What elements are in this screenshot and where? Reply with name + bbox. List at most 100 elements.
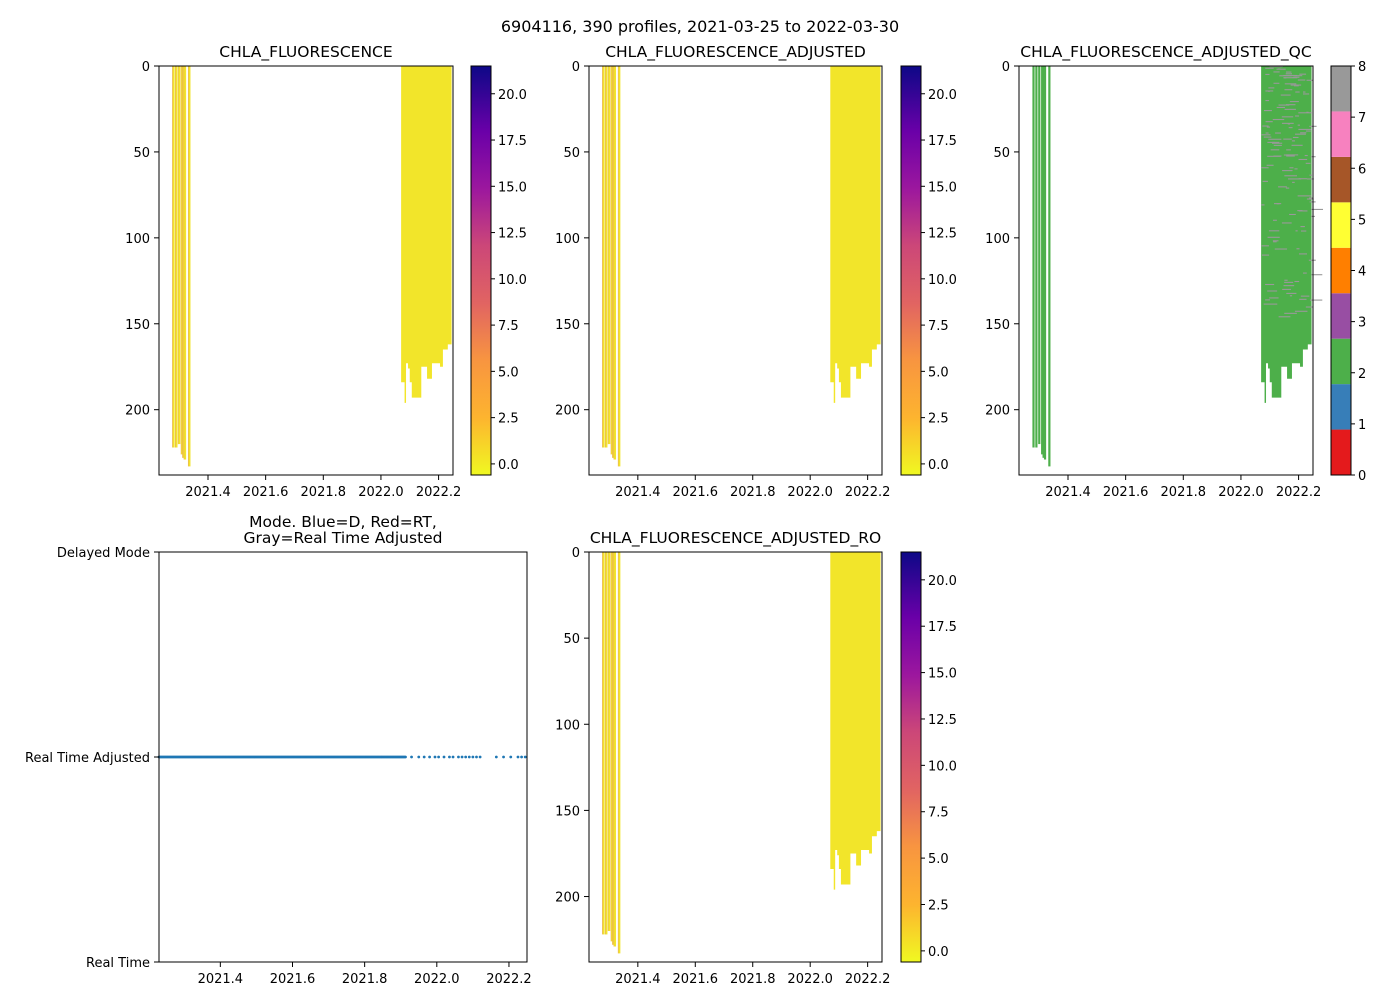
- qc-flag-mark: [1272, 118, 1285, 121]
- qc-flag-mark: [1273, 241, 1277, 243]
- mode-point: [442, 755, 446, 759]
- qc-flag-mark: [1305, 306, 1313, 308]
- qc-flag-mark: [1300, 226, 1305, 228]
- qc-flag-mark: [1266, 164, 1274, 166]
- y-tick-label: 100: [555, 232, 580, 247]
- qc-flag-mark: [1265, 67, 1274, 69]
- colorbar-tick-label: 2.5: [928, 412, 949, 427]
- profile-column: [1035, 66, 1038, 448]
- y-tick-label: 50: [563, 632, 580, 647]
- qc-flag-mark: [1272, 219, 1277, 221]
- qc-flag-mark: [1306, 79, 1314, 81]
- qc-flag-mark: [1284, 312, 1297, 314]
- qc-flag-mark: [1303, 91, 1306, 93]
- colorbar-tick-label: 20.0: [928, 88, 957, 103]
- qc-flag-mark: [1283, 74, 1297, 77]
- colorbar-tick-label: 10.0: [498, 273, 527, 288]
- x-tick-label: 2022.0: [1218, 485, 1264, 500]
- colorbar-tick-label: 17.5: [498, 134, 527, 149]
- qc-flag-mark: [1309, 174, 1312, 176]
- profile-column: [612, 66, 615, 458]
- qc-flag-mark: [1261, 167, 1269, 169]
- colorbar-gradient: [471, 66, 491, 475]
- x-tick-label: 2021.8: [342, 972, 388, 987]
- profile-column: [1048, 66, 1051, 467]
- qc-flag-mark: [1286, 155, 1295, 157]
- colorbar-tick-label: 20.0: [498, 88, 527, 103]
- qc-flag-mark: [1273, 82, 1280, 84]
- colorbar-segment: [1331, 384, 1351, 430]
- qc-flag-mark: [1278, 316, 1291, 318]
- qc-flag-mark: [1298, 210, 1308, 212]
- qc-flag-mark: [1278, 104, 1290, 106]
- colorbar-tick-label: 2.5: [498, 412, 519, 427]
- qc-flag-mark: [1281, 122, 1294, 124]
- profile-column: [172, 66, 175, 448]
- x-tick-label: 2021.4: [185, 485, 231, 500]
- colorbar-tick-label: 17.5: [928, 620, 957, 635]
- colorbar-tick-label: 0.0: [498, 458, 519, 473]
- qc-flag-mark: [1262, 125, 1269, 127]
- qc-flag-mark: [1291, 144, 1303, 146]
- qc-flag-mark: [1302, 93, 1310, 95]
- x-tick-label: 2021.8: [1161, 485, 1207, 500]
- qc-flag-mark: [1295, 230, 1298, 232]
- colorbar-tick-label: 6: [1358, 162, 1366, 177]
- qc-flag-mark: [1294, 168, 1298, 170]
- colorbar-segment: [1331, 293, 1351, 339]
- colorbar-tick-label: 0.0: [928, 945, 949, 960]
- y-tick-label: 200: [555, 891, 580, 906]
- profile-column: [613, 552, 617, 947]
- colorbar-segment: [1331, 247, 1351, 294]
- qc-flag-mark: [1305, 162, 1311, 164]
- x-tick-label: 2021.6: [243, 485, 289, 500]
- plot-frame: [588, 551, 883, 963]
- mode-point: [516, 755, 520, 759]
- profile-column: [605, 66, 608, 448]
- qc-flag-mark: [1304, 154, 1308, 157]
- y-tick-label: 100: [985, 232, 1010, 247]
- qc-flag-mark: [1268, 230, 1280, 232]
- qc-flag-mark: [1308, 259, 1316, 261]
- qc-flag-mark: [1278, 186, 1287, 188]
- qc-flag-mark: [1290, 84, 1302, 86]
- qc-flag-mark: [1287, 123, 1290, 125]
- qc-flag-mark: [1283, 138, 1292, 140]
- colorbar-tick-label: 7.5: [498, 319, 519, 334]
- colorbar-segment: [1331, 66, 1351, 112]
- y-tick-label: 150: [555, 318, 580, 333]
- qc-flag-mark: [1276, 106, 1285, 109]
- qc-flag-mark: [1263, 303, 1278, 305]
- qc-flag-mark: [1295, 115, 1300, 117]
- y-tick-label: 0: [1002, 60, 1010, 75]
- y-tick-label: 0: [572, 60, 580, 75]
- colorbar-tick-label: 5: [1358, 213, 1366, 228]
- profile-column: [602, 552, 605, 935]
- x-tick-label: 2022.2: [845, 485, 891, 500]
- colorbar-tick-label: 5.0: [498, 365, 519, 380]
- y-tick-label: 50: [993, 146, 1010, 161]
- colorbar-tick-label: 15.0: [928, 180, 957, 195]
- chart-title: CHLA_FLUORESCENCE: [219, 43, 392, 62]
- x-tick-label: 2021.4: [615, 485, 661, 500]
- plot-frame: [588, 65, 883, 476]
- y-tick-label: Real Time Adjusted: [25, 751, 150, 766]
- chart-chla: CHLA_FLUORESCENCE 2021.4 2021.6 2021.8 2022.…: [125, 43, 527, 500]
- qc-flag-mark: [1289, 213, 1296, 216]
- qc-flag-mark: [1280, 94, 1291, 96]
- qc-flag-mark: [1311, 274, 1323, 276]
- colorbar-frame: [900, 65, 922, 476]
- qc-flag-mark: [1292, 136, 1299, 139]
- colorbar-segment: [1331, 111, 1351, 157]
- qc-flag-mark: [1272, 240, 1279, 242]
- y-tick-label: 50: [563, 146, 580, 161]
- profile-column: [605, 552, 608, 935]
- qc-flag-mark: [1283, 154, 1290, 156]
- y-tick-label: 0: [142, 60, 150, 75]
- mode-point: [502, 755, 505, 759]
- mode-point: [509, 755, 513, 759]
- figure-suptitle: 6904116, 390 profiles, 2021-03-25 to 202…: [501, 17, 899, 36]
- chart-chla-adj: CHLA_FLUORESCENCE_ADJUSTED 2021.4 2021.6 20…: [555, 43, 957, 500]
- colorbar-tick-label: 1: [1358, 418, 1366, 433]
- qc-flag-mark: [1300, 132, 1307, 134]
